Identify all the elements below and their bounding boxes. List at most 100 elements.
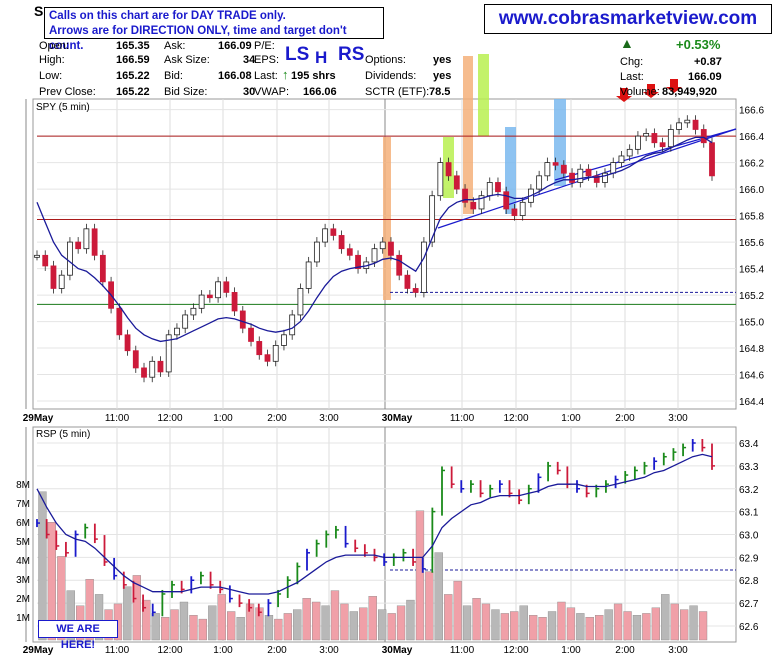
volume-bar xyxy=(538,617,547,641)
price-x-tick-label: 1:00 xyxy=(561,413,581,424)
volume-bar xyxy=(425,571,434,641)
volume-bar xyxy=(160,617,170,641)
rsp-y-tick-label: 63.4 xyxy=(739,439,759,450)
rsp-x-tick-label: 30May xyxy=(382,645,413,656)
spy-candle xyxy=(206,294,213,299)
lastprice-value: 166.09 xyxy=(688,71,722,83)
spy-candle xyxy=(684,119,691,124)
volume-bar xyxy=(396,605,406,641)
volume-bar xyxy=(632,615,642,641)
options-label: Options: xyxy=(365,54,406,66)
volume-bar xyxy=(368,596,377,641)
spy-candle xyxy=(239,310,246,329)
spy-candle xyxy=(124,334,131,352)
volume-bar xyxy=(274,618,283,641)
rsp-moving-average xyxy=(36,453,713,595)
spy-candle xyxy=(602,172,608,183)
spy-candle xyxy=(165,334,172,373)
volume-bar xyxy=(462,605,472,641)
spy-candle xyxy=(635,135,641,150)
rsp-y-tick-label: 63.3 xyxy=(739,462,759,473)
spy-candle xyxy=(667,129,674,148)
price-y-tick-label: 164.8 xyxy=(739,344,764,355)
spy-candle xyxy=(700,129,707,144)
vwap-label: VWAP: xyxy=(254,86,290,98)
volume-bar xyxy=(670,603,679,641)
rsp-y-tick-label: 63.2 xyxy=(739,485,759,496)
bid-label: Bid: xyxy=(164,70,183,82)
rsp-x-tick-label: 3:00 xyxy=(319,645,339,656)
volume-bar xyxy=(198,618,207,641)
prev-label: Prev Close: xyxy=(39,86,96,98)
volume-bar xyxy=(642,613,651,641)
volume-tick-label: 7M xyxy=(16,499,30,510)
pe-label: P/E: xyxy=(254,40,275,52)
price-y-tick-label: 165.8 xyxy=(739,212,764,223)
volume-bar xyxy=(47,522,57,641)
spy-candle xyxy=(149,360,156,378)
volume-bar xyxy=(566,607,576,641)
spy-candle xyxy=(396,254,403,276)
volume-bar xyxy=(585,617,594,641)
price-y-tick-label: 166.0 xyxy=(739,185,764,196)
volume-bar xyxy=(434,552,443,641)
spy-candle xyxy=(75,241,82,250)
open-label: Open: xyxy=(39,40,69,52)
spy-candle xyxy=(388,241,394,256)
spy-candle xyxy=(99,254,106,283)
volume-bar xyxy=(340,603,349,641)
spy-candle xyxy=(404,274,411,289)
low-value: 165.22 xyxy=(116,70,150,82)
notice-box: Calls on this chart are for DAY TRADE on… xyxy=(44,7,384,52)
spy-candle xyxy=(91,228,98,256)
highlight-band xyxy=(463,56,473,214)
volume-bar xyxy=(94,594,104,641)
spy-candle xyxy=(462,188,468,203)
price-y-tick-label: 165.2 xyxy=(739,291,764,302)
site-link[interactable]: www.cobrasmarketview.com xyxy=(484,4,772,34)
spy-candle xyxy=(593,175,600,183)
spy-candle xyxy=(346,248,353,256)
spy-candle xyxy=(569,172,575,183)
sctr-label: SCTR (ETF): xyxy=(365,86,430,98)
spy-candle xyxy=(355,254,361,269)
volume-bar xyxy=(415,510,425,641)
price-x-tick-label: 1:00 xyxy=(213,413,233,424)
spy-candle xyxy=(503,191,510,210)
spy-candle xyxy=(610,162,617,174)
rsp-x-tick-label: 12:00 xyxy=(503,645,528,656)
volume-bar xyxy=(387,613,396,641)
volume-bar xyxy=(547,611,557,641)
volume-tick-label: 8M xyxy=(16,480,30,491)
spy-candle xyxy=(618,155,625,163)
spy-candle xyxy=(495,182,501,193)
notice-line-2: Arrows are for DIRECTION ONLY, time and … xyxy=(49,25,347,52)
volume-bar xyxy=(38,491,47,641)
price-y-tick-label: 166.6 xyxy=(739,106,764,117)
spy-candle xyxy=(577,168,584,183)
spy-candle xyxy=(429,195,436,243)
signal-h: H xyxy=(315,48,328,67)
rsp-y-tick-label: 62.8 xyxy=(739,576,759,587)
spy-candle xyxy=(585,168,592,177)
volume-bar xyxy=(245,603,255,641)
spy-candle xyxy=(305,261,312,289)
volume-bar xyxy=(529,615,538,641)
rsp-x-tick-label: 3:00 xyxy=(668,645,688,656)
spy-candle xyxy=(338,235,345,250)
price-x-tick-label: 12:00 xyxy=(157,413,182,424)
change-percent: +0.53% xyxy=(676,37,721,52)
price-x-tick-label: 12:00 xyxy=(503,413,528,424)
volume-bar xyxy=(321,605,330,641)
highlight-band xyxy=(383,137,391,300)
ask-value: 166.09 xyxy=(218,40,252,52)
spy-candle xyxy=(511,208,518,216)
spy-candle xyxy=(486,182,493,197)
volume-tick-label: 2M xyxy=(16,594,30,605)
volume-bar xyxy=(57,556,66,641)
rsp-y-tick-label: 63.0 xyxy=(739,531,759,542)
price-x-tick-label: 3:00 xyxy=(319,413,339,424)
spy-candle xyxy=(67,241,73,276)
spy-candle xyxy=(50,265,57,289)
bid-value: 166.08 xyxy=(218,70,252,82)
